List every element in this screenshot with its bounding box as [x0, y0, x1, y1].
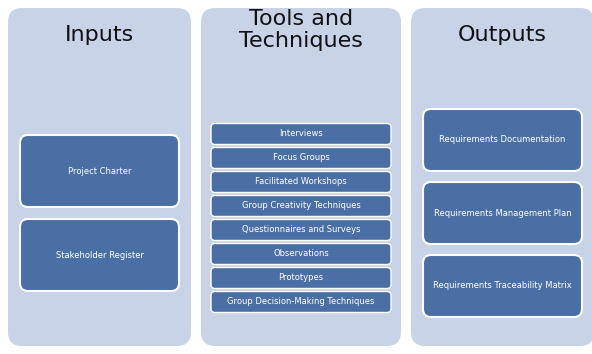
FancyBboxPatch shape	[8, 8, 191, 346]
FancyBboxPatch shape	[423, 255, 582, 317]
FancyBboxPatch shape	[211, 148, 391, 169]
FancyBboxPatch shape	[411, 8, 592, 346]
Text: Inputs: Inputs	[65, 25, 134, 45]
FancyBboxPatch shape	[211, 268, 391, 289]
Text: Facilitated Workshops: Facilitated Workshops	[255, 177, 347, 187]
FancyBboxPatch shape	[211, 219, 391, 240]
Text: Project Charter: Project Charter	[67, 166, 131, 176]
Text: Outputs: Outputs	[458, 25, 547, 45]
Text: Observations: Observations	[273, 250, 329, 258]
Text: Questionnaires and Surveys: Questionnaires and Surveys	[242, 225, 361, 234]
FancyBboxPatch shape	[211, 124, 391, 144]
FancyBboxPatch shape	[211, 171, 391, 193]
Text: Interviews: Interviews	[279, 130, 323, 138]
FancyBboxPatch shape	[20, 219, 179, 291]
FancyBboxPatch shape	[211, 291, 391, 313]
FancyBboxPatch shape	[211, 195, 391, 217]
FancyBboxPatch shape	[423, 182, 582, 244]
Text: Group Decision-Making Techniques: Group Decision-Making Techniques	[227, 297, 375, 307]
Text: Prototypes: Prototypes	[278, 274, 324, 282]
FancyBboxPatch shape	[423, 109, 582, 171]
Text: Focus Groups: Focus Groups	[272, 154, 329, 162]
Text: Requirements Traceability Matrix: Requirements Traceability Matrix	[433, 281, 572, 291]
Text: Requirements Management Plan: Requirements Management Plan	[434, 209, 571, 217]
FancyBboxPatch shape	[201, 8, 401, 346]
Text: Stakeholder Register: Stakeholder Register	[56, 251, 143, 259]
FancyBboxPatch shape	[211, 244, 391, 264]
FancyBboxPatch shape	[20, 135, 179, 207]
Text: Tools and
Techniques: Tools and Techniques	[239, 9, 363, 51]
Text: Requirements Documentation: Requirements Documentation	[439, 136, 566, 144]
Text: Group Creativity Techniques: Group Creativity Techniques	[242, 201, 361, 211]
